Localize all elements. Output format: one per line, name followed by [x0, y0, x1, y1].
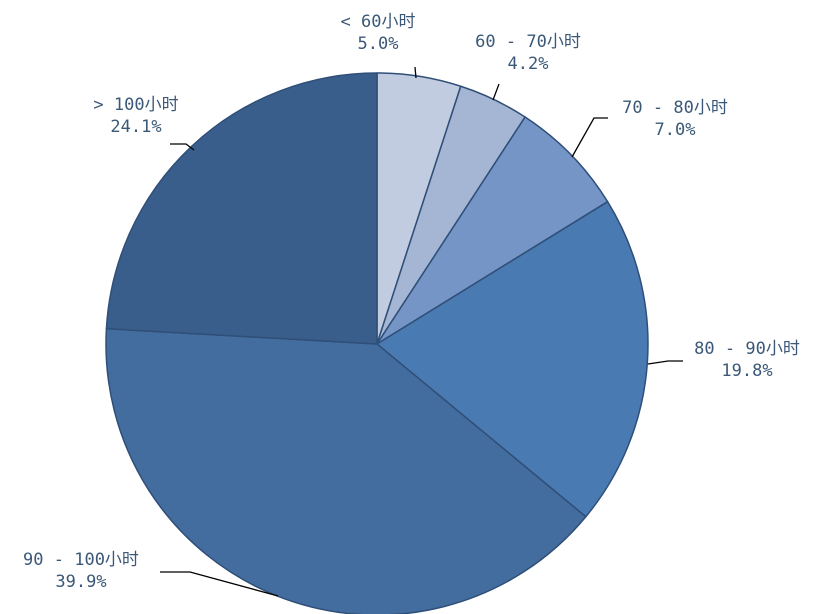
slice-value-lt60: 5.0%: [357, 34, 399, 54]
slice-label-70-80: 70 - 80小时 7.0%: [600, 97, 750, 141]
slice-category-70-80: 70 - 80小时: [622, 98, 728, 118]
pie-slice-90-100: [105, 327, 587, 614]
slice-category-60-70: 60 - 70小时: [475, 32, 581, 52]
leader-line-60-70: [492, 83, 500, 101]
slice-label-80-90: 80 - 90小时 19.8%: [677, 338, 817, 382]
slice-label-gt100: > 100小时 24.1%: [76, 94, 196, 138]
slice-category-gt100: > 100小时: [93, 95, 179, 115]
leader-line-lt60: [414, 66, 417, 79]
leader-line-90-100: [160, 571, 279, 597]
slice-value-60-70: 4.2%: [507, 54, 549, 74]
leader-line-80-90: [647, 360, 683, 365]
slice-category-lt60: < 60小时: [340, 12, 416, 32]
slice-value-70-80: 7.0%: [654, 120, 696, 140]
slice-value-90-100: 39.9%: [55, 572, 107, 592]
slice-label-60-70: 60 - 70小时 4.2%: [448, 31, 608, 75]
pie-slice-80-90: [376, 200, 649, 518]
leader-line-gt100: [170, 143, 195, 151]
pie-slice-70-80: [376, 116, 609, 345]
slice-label-lt60: < 60小时 5.0%: [318, 11, 438, 55]
slice-category-80-90: 80 - 90小时: [694, 339, 800, 359]
slice-value-gt100: 24.1%: [110, 117, 162, 137]
slice-value-80-90: 19.8%: [721, 361, 773, 381]
slice-category-90-100: 90 - 100小时: [23, 550, 139, 570]
slice-label-90-100: 90 - 100小时 39.9%: [6, 549, 156, 593]
leader-line-70-80: [571, 117, 608, 158]
